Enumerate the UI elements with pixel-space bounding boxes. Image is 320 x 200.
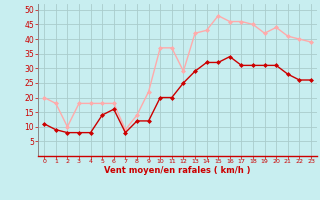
X-axis label: Vent moyen/en rafales ( km/h ): Vent moyen/en rafales ( km/h ) — [104, 166, 251, 175]
